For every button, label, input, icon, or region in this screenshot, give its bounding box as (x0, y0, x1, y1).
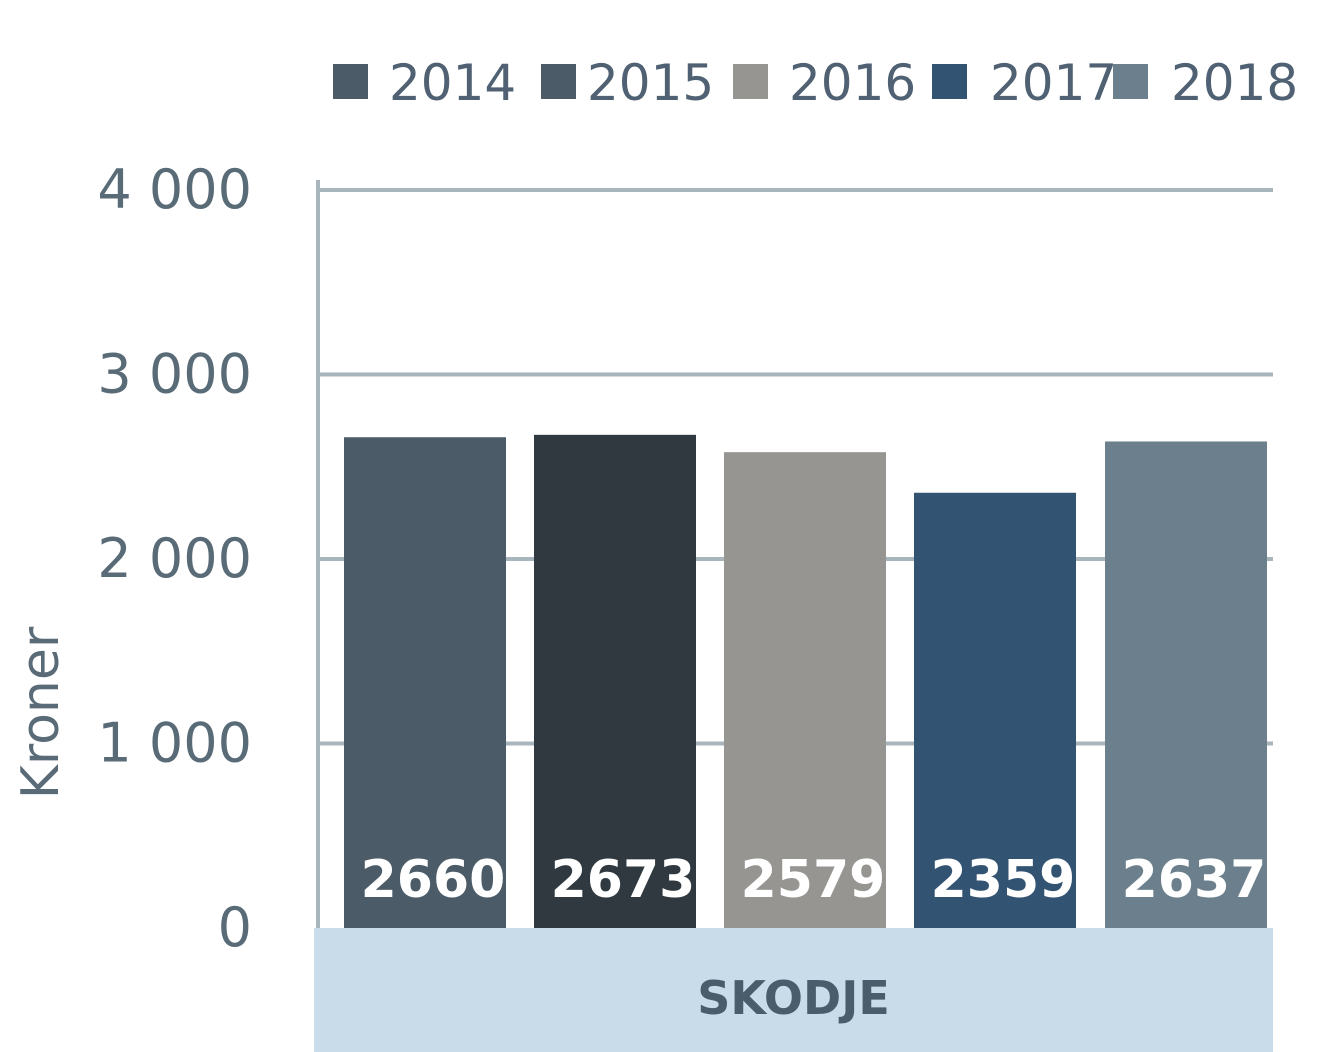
legend-label-2017: 2017 (990, 54, 1117, 112)
legend-label-2015: 2015 (587, 54, 714, 112)
data-label-2014: 2660 (361, 850, 506, 910)
legend-label-2014: 2014 (389, 54, 516, 112)
bars: 2660 2673 2579 2359 2637 (344, 434, 1267, 928)
legend-label-2018: 2018 (1171, 54, 1298, 112)
bar-2018 (1105, 441, 1267, 928)
y-tick-label: 2 000 (97, 527, 252, 590)
data-label-2017: 2359 (931, 850, 1076, 910)
bar-2017 (914, 492, 1076, 928)
legend-swatch-2014 (333, 64, 368, 99)
legend-label-2016: 2016 (789, 54, 916, 112)
category-label: SKODJE (697, 971, 890, 1025)
y-axis-title: Kroner (11, 626, 71, 799)
data-label-2018: 2637 (1122, 850, 1267, 910)
legend-swatch-2015 (541, 64, 576, 99)
y-tick-label: 4 000 (97, 158, 252, 221)
legend-swatch-2017 (932, 64, 967, 99)
bar-2016 (724, 452, 886, 928)
y-tick-label: 1 000 (97, 712, 252, 775)
data-label-2015: 2673 (551, 850, 696, 910)
legend-swatch-2018 (1113, 64, 1148, 99)
axes: 0 1 000 2 000 3 000 4 000 (97, 158, 320, 959)
y-tick-label: 0 (218, 896, 252, 959)
category-band-rect (314, 928, 1273, 1052)
data-label-2016: 2579 (741, 850, 886, 910)
category-band: SKODJE (314, 928, 1273, 1052)
legend-swatch-2016 (733, 64, 768, 99)
y-tick-label: 3 000 (97, 343, 252, 406)
bar-2014 (344, 437, 506, 928)
legend: 2014 2015 2016 2017 2018 (333, 54, 1298, 112)
bar-2015 (534, 434, 696, 928)
